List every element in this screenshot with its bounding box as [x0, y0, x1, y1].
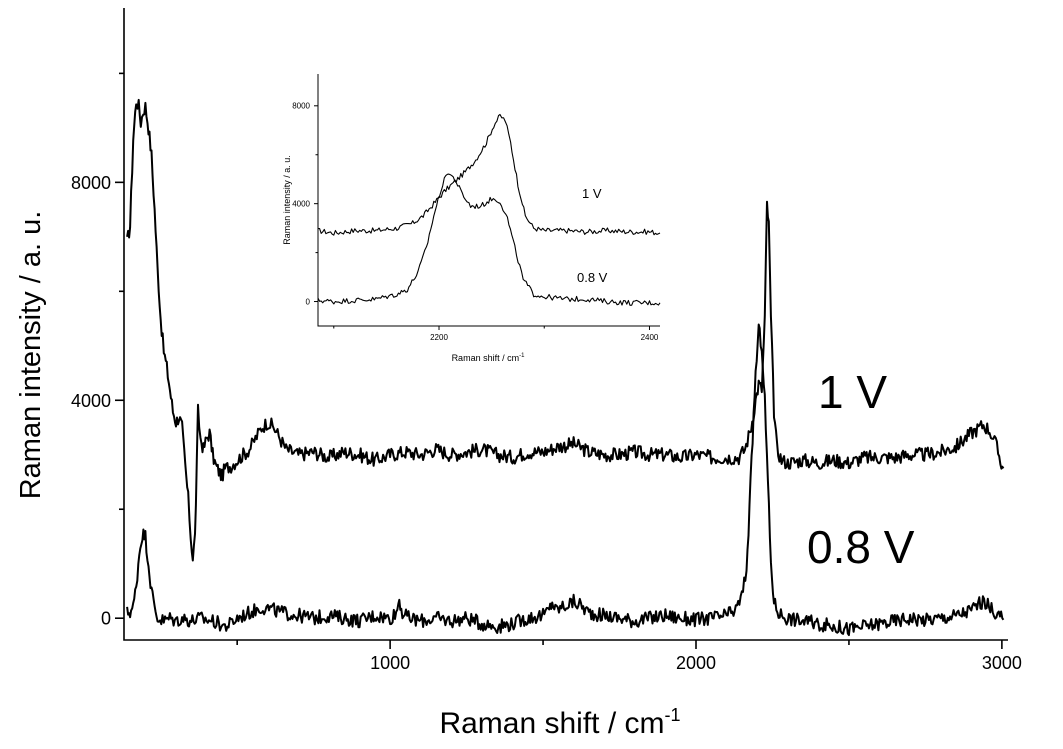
inset-label-08v: 0.8 V: [577, 270, 608, 285]
main-ticks: 1000 2000 3000 0 4000 8000: [71, 72, 1022, 673]
inset-series-1v: [317, 113, 661, 236]
inset-ticks: 2200 2400 0 4000 8000: [292, 102, 659, 342]
main-label-1v: 1 V: [818, 366, 887, 418]
main-axes: [123, 8, 1008, 641]
main-y-axis-title: Raman intensity / a. u.: [15, 211, 47, 500]
y-tick-label-0: 0: [306, 297, 311, 306]
x-tick-label-3000: 3000: [982, 653, 1022, 673]
main-series-1v: [126, 98, 1005, 562]
y-tick-label-4000: 4000: [292, 200, 310, 209]
inset-axes: [317, 74, 660, 327]
x-tick-label-2200: 2200: [430, 333, 448, 342]
main-chart: 1000 2000 3000 0 4000 8000 1 V 0.8 V Raman sh…: [15, 8, 1022, 740]
main-label-08v: 0.8 V: [807, 521, 915, 573]
main-x-axis-title: Raman shift / cm-1: [439, 705, 680, 740]
y-tick-label-4000: 4000: [71, 391, 111, 411]
x-tick-label-2000: 2000: [676, 653, 716, 673]
y-tick-label-8000: 8000: [292, 102, 310, 111]
y-tick-label-0: 0: [101, 609, 111, 629]
inset-chart: 2200 2400 0 4000 8000 1 V 0.8 V Raman shift …: [282, 74, 661, 363]
x-tick-label-1000: 1000: [370, 653, 410, 673]
inset-label-1v: 1 V: [582, 186, 602, 201]
main-series-08v: [126, 323, 1005, 637]
y-tick-label-8000: 8000: [71, 173, 111, 193]
inset-x-axis-title: Raman shift / cm-1: [452, 353, 526, 363]
x-tick-label-2400: 2400: [641, 333, 659, 342]
inset-series-08v: [317, 173, 661, 306]
inset-y-axis-title: Raman intensity / a. u.: [282, 155, 292, 245]
